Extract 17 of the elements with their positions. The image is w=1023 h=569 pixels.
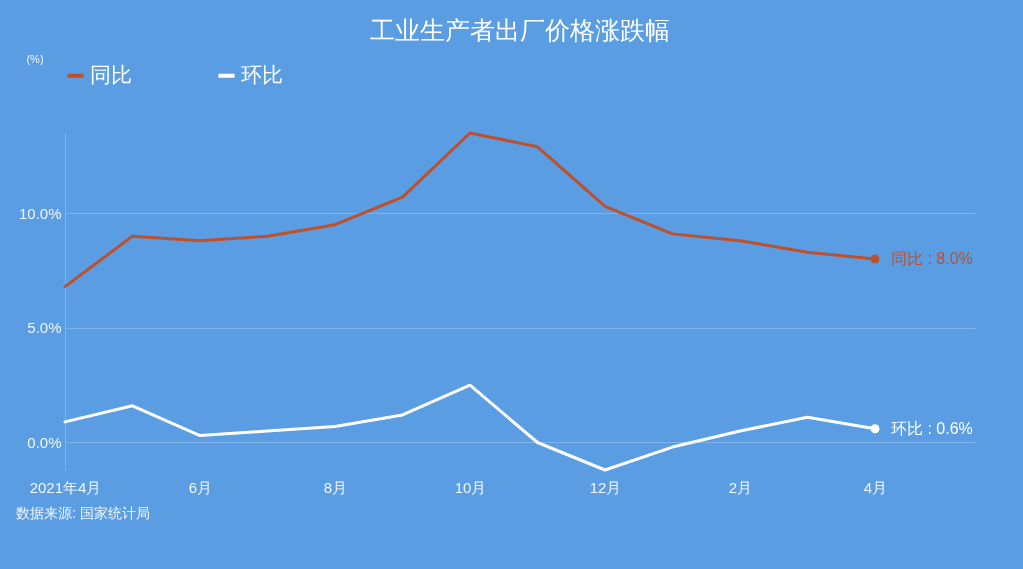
x-tick-label: 12月	[589, 478, 622, 496]
x-tick-label: 10月	[454, 478, 487, 496]
chart-title: 工业生产者出厂价格涨跌幅	[370, 16, 670, 44]
annotation: 环比 : 0.6%	[891, 419, 973, 437]
legend-label: 同比	[90, 62, 132, 86]
source-note: 数据来源: 国家统计局	[16, 505, 150, 521]
x-tick-label: 2月	[728, 478, 753, 496]
x-tick-label: 8月	[323, 478, 348, 496]
x-tick-label: 4月	[863, 478, 888, 496]
x-tick-label: 2021年4月	[29, 478, 102, 496]
y-tick-label: 0.0%	[27, 433, 62, 451]
annotation: 同比 : 8.0%	[891, 250, 973, 268]
x-tick-label: 6月	[188, 478, 213, 496]
legend-label: 环比	[241, 62, 283, 86]
text: (%)	[26, 53, 44, 65]
y-tick-label: 10.0%	[18, 204, 62, 222]
y-tick-label: 5.0%	[27, 319, 62, 337]
